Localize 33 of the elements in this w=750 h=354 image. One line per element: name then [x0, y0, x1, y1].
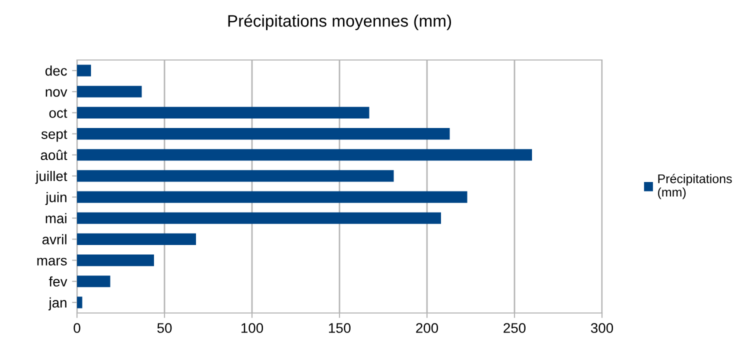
y-tick-label: juin [45, 192, 66, 205]
x-tick-label: 50 [157, 323, 172, 333]
bar [77, 254, 154, 266]
y-tick-label: jan [48, 297, 66, 310]
bar [77, 170, 394, 182]
y-tick-label: nov [46, 89, 68, 97]
y-tick-label: mars [37, 258, 67, 266]
bar [77, 276, 110, 288]
y-tick-label: dec [45, 66, 67, 76]
y-tick-label: oct [49, 108, 68, 118]
x-tick-label: 250 [504, 323, 526, 333]
x-tick-label: 100 [241, 323, 264, 333]
y-tick-label: août [40, 150, 68, 160]
chart-title: Précipitations moyennes (mm) [228, 14, 452, 30]
y-tick-label: juillet [35, 170, 68, 184]
bar [77, 86, 142, 98]
y-tick-label: fev [48, 276, 68, 287]
bar [77, 233, 196, 246]
y-tick-label: avril [42, 234, 66, 244]
bar [77, 149, 532, 161]
bar [77, 128, 450, 140]
bar [77, 64, 91, 76]
y-tick-label: sept [41, 130, 68, 142]
legend-label: Précipitations (mm) [658, 174, 732, 200]
bar [77, 106, 370, 119]
x-tick-label: 300 [590, 323, 614, 333]
bar [77, 212, 441, 224]
x-tick-label: 200 [416, 323, 438, 333]
bar [77, 191, 468, 203]
x-tick-label: 150 [328, 323, 351, 333]
x-tick-label: 0 [74, 323, 80, 333]
bar [77, 296, 82, 308]
y-tick-label: mai [46, 213, 66, 224]
